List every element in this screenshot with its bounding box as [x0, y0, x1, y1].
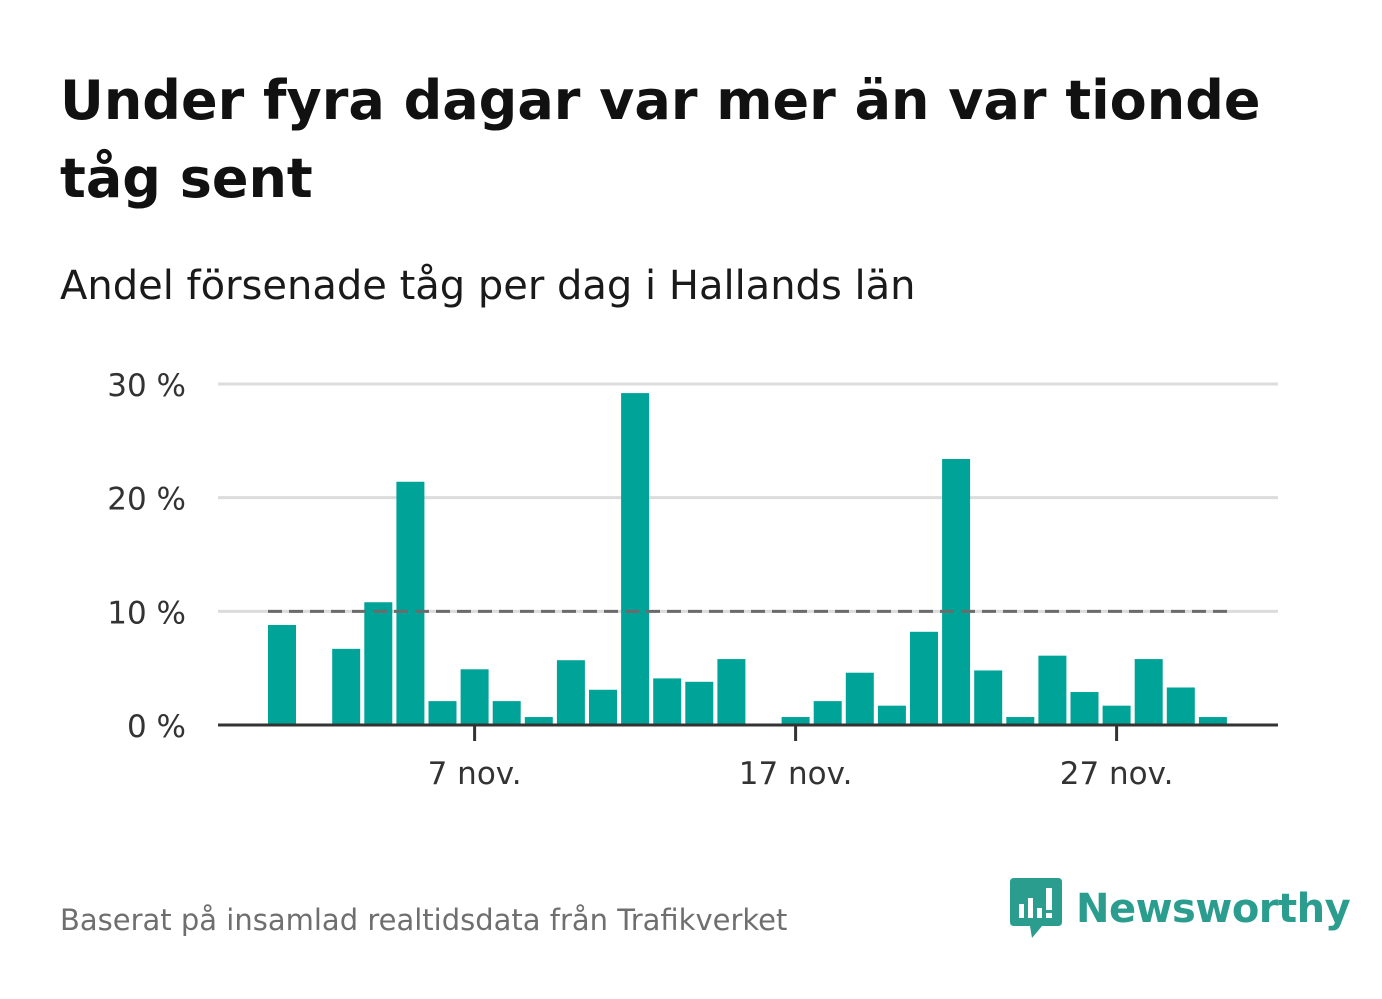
bar: [974, 670, 1003, 725]
chart-subtitle: Andel försenade tåg per dag i Hallands l…: [60, 263, 916, 309]
y-axis-labels: 0 % 10 % 20 % 30 %: [107, 368, 186, 745]
x-axis-labels: 7 nov. 17 nov. 27 nov.: [428, 756, 1174, 792]
bar: [653, 678, 682, 725]
bar-chart: 0 % 10 % 20 % 30 % 7 nov. 17 nov. 27 nov.: [107, 368, 1278, 792]
y-tick-label: 30 %: [107, 368, 186, 404]
brand-logo: Newsworthy: [1010, 878, 1351, 940]
bar: [1102, 705, 1131, 725]
bar: [942, 459, 971, 725]
bar: [589, 689, 617, 725]
x-tick-label: 17 nov.: [739, 756, 853, 792]
bar: [910, 631, 938, 725]
y-tick-label: 20 %: [107, 482, 186, 518]
bar: [813, 701, 842, 725]
source-note: Baserat på insamlad realtidsdata från Tr…: [60, 903, 788, 937]
bar: [1166, 687, 1195, 725]
gridlines: [218, 382, 1278, 613]
bar: [781, 717, 810, 725]
bar: [845, 672, 874, 725]
bar: [524, 717, 553, 725]
bars: [268, 393, 1227, 725]
chart-title: Under fyra dagar var mer än var tionde t…: [60, 69, 1261, 210]
bar: [396, 481, 425, 725]
x-axis: [218, 723, 1278, 741]
bar: [717, 659, 746, 725]
newsworthy-logo-icon: [1010, 878, 1062, 938]
bar: [1070, 692, 1099, 725]
x-tick-label: 27 nov.: [1060, 756, 1174, 792]
bar: [556, 660, 585, 725]
bar: [1134, 659, 1163, 725]
bar: [621, 393, 650, 725]
y-tick-label: 10 %: [107, 595, 186, 631]
brand-name: Newsworthy: [1076, 886, 1351, 932]
bar: [1006, 717, 1035, 725]
bar: [428, 701, 457, 725]
bar: [460, 669, 489, 725]
bar: [492, 701, 521, 725]
bar: [268, 624, 296, 725]
bar: [332, 648, 361, 725]
bar: [877, 705, 906, 725]
x-tick-label: 7 nov.: [428, 756, 522, 792]
bar: [1038, 655, 1067, 725]
bar: [685, 681, 714, 725]
y-tick-label: 0 %: [127, 709, 186, 745]
bar: [1198, 717, 1227, 725]
bar: [364, 602, 393, 725]
